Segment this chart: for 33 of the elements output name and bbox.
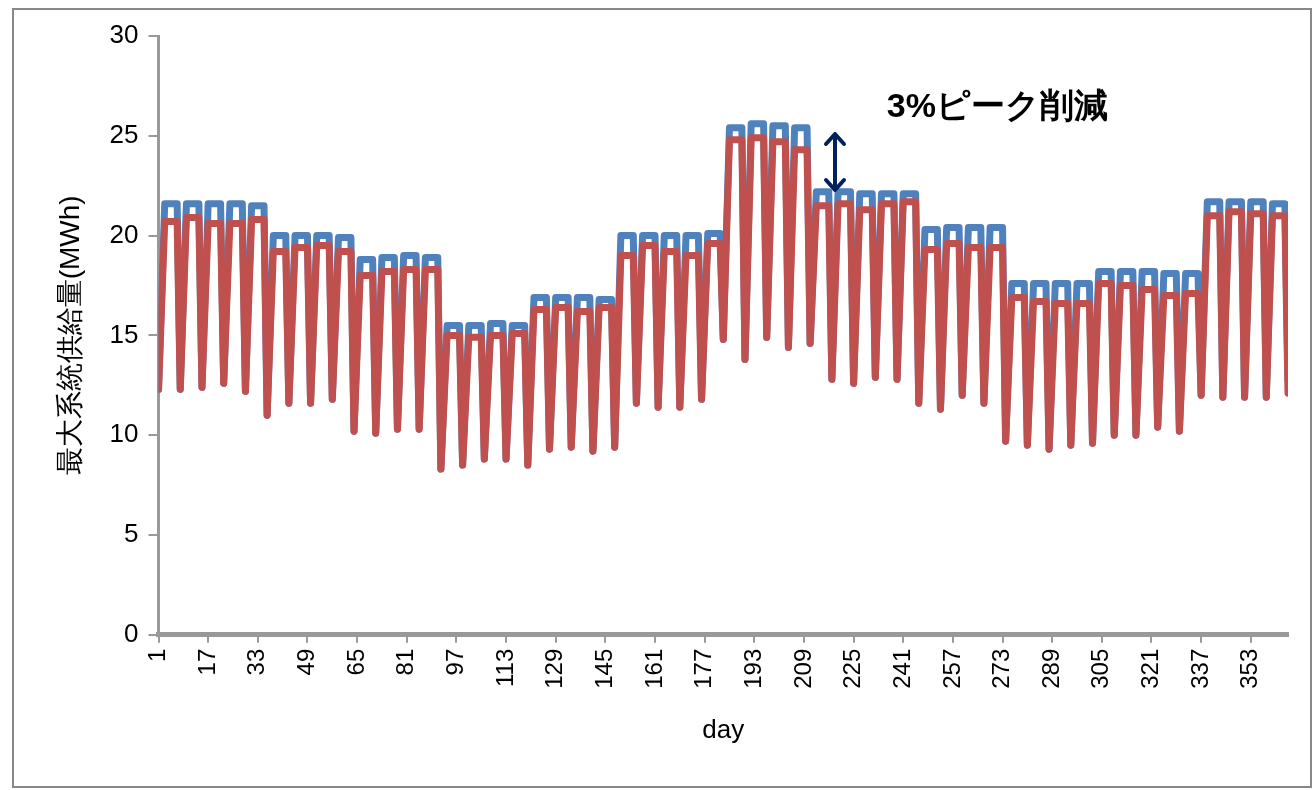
- x-tick-label: 241: [887, 648, 915, 689]
- x-tick-label: 321: [1136, 648, 1164, 689]
- x-tick-label: 1: [143, 648, 171, 663]
- x-tick-label: 17: [192, 648, 220, 676]
- y-tick-label: 10: [109, 418, 139, 449]
- x-tick-label: 65: [341, 648, 369, 676]
- y-tick-label: 30: [109, 19, 139, 50]
- x-tick-label: 177: [689, 648, 717, 689]
- x-tick-label: 49: [292, 648, 320, 676]
- annotation: 3%ピーク削減: [886, 86, 1108, 125]
- x-tick-label: 193: [738, 648, 766, 689]
- x-tick-label: 353: [1235, 648, 1263, 689]
- y-tick-label: 0: [124, 617, 139, 648]
- y-tick-label: 15: [109, 318, 139, 349]
- x-tick-label: 257: [937, 648, 965, 689]
- x-tick-label: 305: [1086, 648, 1114, 689]
- x-tick-label: 289: [1036, 648, 1064, 689]
- x-tick-label: 161: [639, 648, 667, 689]
- x-tick-label: 273: [987, 648, 1015, 689]
- x-tick-label: 209: [788, 648, 816, 689]
- x-tick-label: 97: [441, 648, 469, 676]
- y-axis-title: 最大系統供給量(MWh): [53, 195, 85, 476]
- x-tick-label: 129: [540, 648, 568, 689]
- x-tick-label: 81: [391, 648, 419, 676]
- x-tick-label: 33: [242, 648, 270, 676]
- x-tick-label: 145: [589, 648, 617, 689]
- y-tick-label: 20: [109, 218, 139, 249]
- x-tick-label: 113: [490, 648, 518, 688]
- x-tick-label: 337: [1185, 648, 1213, 689]
- x-tick-label: 225: [838, 648, 866, 689]
- y-tick-label: 5: [124, 518, 139, 549]
- y-tick-label: 25: [109, 118, 139, 149]
- x-axis-title: day: [702, 713, 745, 744]
